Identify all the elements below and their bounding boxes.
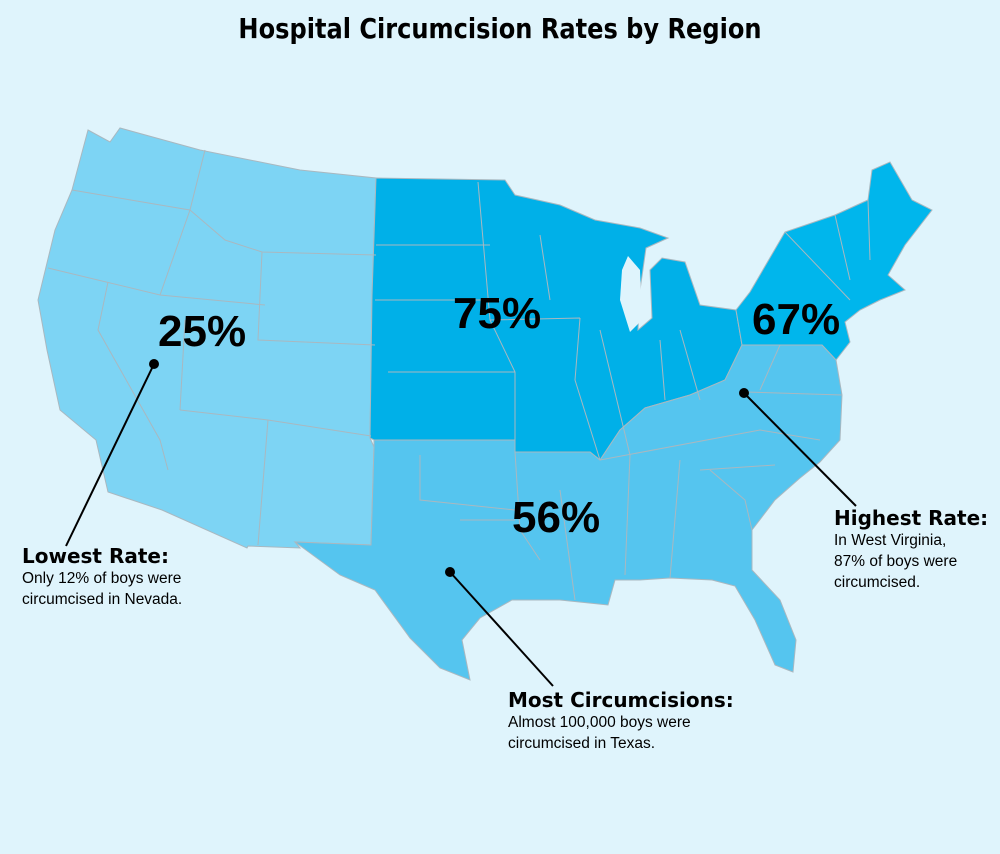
callout-highest-line: 87% of boys were [834, 553, 958, 570]
callout-highest-line: circumcised. [834, 574, 921, 591]
page-title: Hospital Circumcision Rates by Region [238, 12, 762, 45]
callout-highest-line: In West Virginia, [834, 532, 947, 549]
leader-lines [65, 359, 857, 687]
region-rate-northeast: 67% [752, 295, 841, 344]
region-rate-midwest: 75% [453, 289, 542, 338]
lake-michigan [620, 256, 642, 332]
state-borders [47, 149, 871, 601]
callout-most-line: Almost 100,000 boys were [508, 714, 691, 731]
callout-highest-rate: Highest Rate: In West Virginia, 87% of b… [834, 506, 988, 593]
callout-lowest-heading: Lowest Rate: [22, 544, 169, 568]
marker-texas [445, 567, 455, 577]
callout-lowest-rate: Lowest Rate: Only 12% of boys were circu… [22, 544, 182, 610]
callout-lowest-line: Only 12% of boys were [22, 570, 182, 587]
callout-most-line: circumcised in Texas. [508, 735, 656, 752]
callout-lowest-line: circumcised in Nevada. [22, 591, 183, 608]
region-south-shape [293, 344, 843, 681]
leader-line-most [449, 571, 554, 687]
region-rate-west: 25% [158, 307, 247, 356]
marker-nevada [149, 359, 159, 369]
leader-line-lowest [65, 363, 155, 547]
callout-most-circumcisions: Most Circumcisions: Almost 100,000 boys … [508, 688, 734, 754]
callout-highest-heading: Highest Rate: [834, 506, 989, 530]
region-west-shape [37, 127, 377, 549]
marker-west-virginia [739, 388, 749, 398]
callout-most-heading: Most Circumcisions: [508, 688, 734, 712]
region-rate-south: 56% [512, 493, 601, 542]
leader-line-highest [743, 392, 857, 507]
